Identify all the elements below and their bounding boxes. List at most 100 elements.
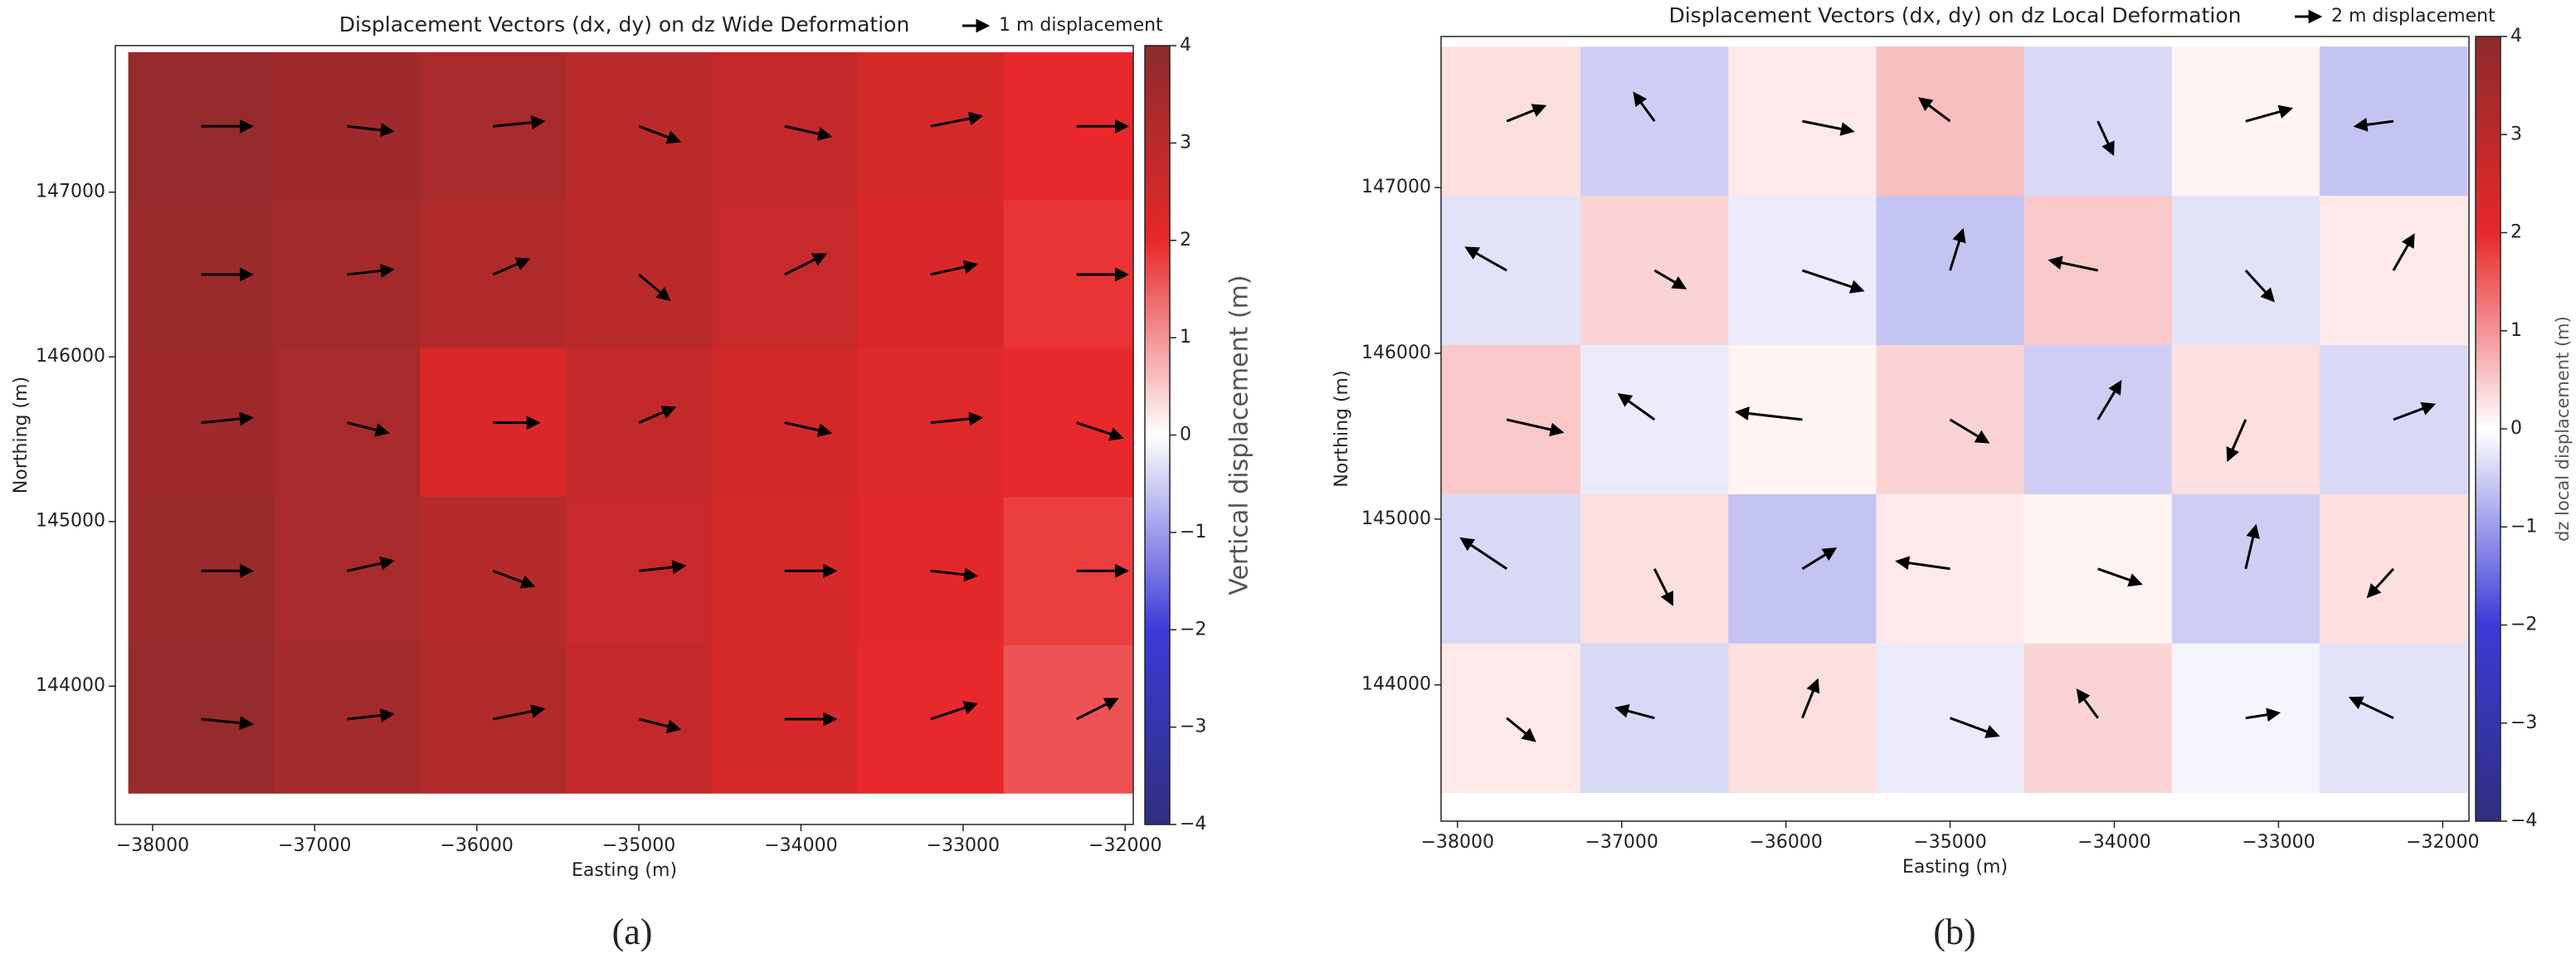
vector (492, 569, 536, 589)
vector (1802, 119, 1855, 136)
dz-cell (2023, 643, 2173, 794)
panel-caption: (a) (612, 912, 653, 952)
vector (2244, 523, 2260, 570)
dz-cell (1441, 494, 1581, 644)
panel: −38000 −37000 −36000 −35000 −34000 −33000 −320… (1332, 3, 2573, 952)
vector (347, 421, 390, 437)
vector (1735, 406, 1803, 421)
panel-caption: (b) (1933, 912, 1975, 952)
vector (2393, 401, 2437, 421)
vector (1614, 704, 1655, 720)
vector (347, 556, 395, 572)
dz-cell (1876, 46, 2025, 197)
colorbar-tick-label: −3 (1180, 717, 1206, 737)
y-tick-label: 145000 (1361, 508, 1431, 529)
x-tick-label: −37000 (1585, 832, 1658, 853)
vector (638, 273, 671, 302)
dz-cell (2171, 494, 2320, 644)
vector (638, 406, 677, 424)
y-axis-label: Northing (m) (11, 377, 32, 494)
x-tick-label: −34000 (2077, 832, 2150, 853)
x-axis-label: Easting (m) (1902, 857, 2008, 878)
x-axis-label: Easting (m) (572, 860, 677, 881)
vector (201, 716, 254, 730)
x-tick-label: −34000 (764, 835, 837, 856)
vector (1076, 119, 1129, 134)
y-tick-label: 147000 (36, 182, 105, 202)
vector (2366, 567, 2395, 599)
vector (638, 124, 682, 144)
vector (638, 560, 687, 575)
vector (2076, 688, 2099, 719)
chart-title: Displacement Vectors (dx, dy) on dz Wide… (339, 12, 910, 36)
x-tick-label: −38000 (1421, 832, 1494, 853)
dz-cell (1580, 344, 1729, 495)
colorbar-tick-label: 3 (2510, 124, 2522, 144)
dz-cell (2319, 643, 2468, 794)
y-tick-label: 146000 (36, 346, 105, 367)
vector (1076, 563, 1129, 578)
dz-cell (1003, 644, 1133, 794)
y-tick-label: 145000 (36, 511, 105, 532)
dz-cell (2319, 46, 2468, 197)
vector (1917, 97, 1951, 123)
colorbar-tick-label: −2 (1180, 619, 1206, 640)
vector (2097, 567, 2143, 587)
x-tick-label: −33000 (927, 835, 1000, 856)
y-tick-label: 147000 (1361, 177, 1431, 197)
quiver-key (2295, 9, 2323, 24)
quiver-key-label: 1 m displacement (999, 15, 1163, 36)
dz-cell (1876, 196, 2025, 346)
quiver-key-label: 2 m displacement (2331, 6, 2496, 27)
vector (2096, 120, 2115, 157)
vector (1653, 269, 1687, 289)
x-tick-label: −32000 (2406, 832, 2479, 853)
colorbar-tick-label: −3 (2510, 713, 2537, 733)
vector (2245, 105, 2294, 123)
chart-title: Displacement Vectors (dx, dy) on dz Loca… (1668, 3, 2241, 27)
vector (2244, 270, 2276, 303)
vector (784, 712, 838, 727)
vector (492, 257, 531, 276)
colorbar-tick-label: 0 (2510, 418, 2522, 439)
vector (492, 704, 546, 721)
dz-cell (1441, 196, 1581, 346)
colorbar-tick-label: −4 (1180, 814, 1206, 834)
vector (1950, 717, 2000, 738)
vector (493, 115, 546, 130)
dz-cell (2023, 196, 2173, 346)
colorbar-tick-label: 4 (2510, 26, 2522, 46)
x-tick-label: −36000 (440, 835, 513, 856)
dz-cell (2319, 196, 2468, 346)
vector (930, 260, 979, 276)
colorbar (1144, 45, 1171, 825)
x-tick-label: −36000 (1749, 832, 1822, 853)
dz-cell (1728, 344, 1877, 495)
colorbar (2475, 36, 2501, 822)
colorbar-label: dz local displacement (m) (2553, 316, 2573, 542)
vector (1801, 678, 1820, 719)
vector (347, 708, 395, 722)
y-tick-label: 144000 (1361, 674, 1431, 695)
colorbar-tick-label: −1 (2510, 516, 2537, 537)
vector (201, 411, 254, 426)
colorbar-tick-label: 1 (2510, 320, 2522, 341)
vector (1076, 421, 1124, 441)
axes-frame (114, 45, 1134, 825)
x-tick-label: −32000 (1088, 835, 1161, 856)
vector (1949, 227, 1966, 271)
vector (1895, 556, 1950, 571)
vector (638, 717, 682, 733)
x-tick-label: −35000 (602, 835, 675, 856)
vector (1506, 717, 1536, 742)
vector (2226, 419, 2247, 462)
vector (784, 253, 827, 276)
vector (1617, 392, 1656, 421)
vector (201, 119, 254, 134)
vector (1801, 547, 1838, 571)
dz-cell (1003, 348, 1133, 498)
vector (1464, 246, 1507, 272)
vector (1506, 418, 1565, 437)
colorbar-tick-label: −2 (2510, 615, 2537, 635)
dz-cell (1441, 643, 1581, 794)
